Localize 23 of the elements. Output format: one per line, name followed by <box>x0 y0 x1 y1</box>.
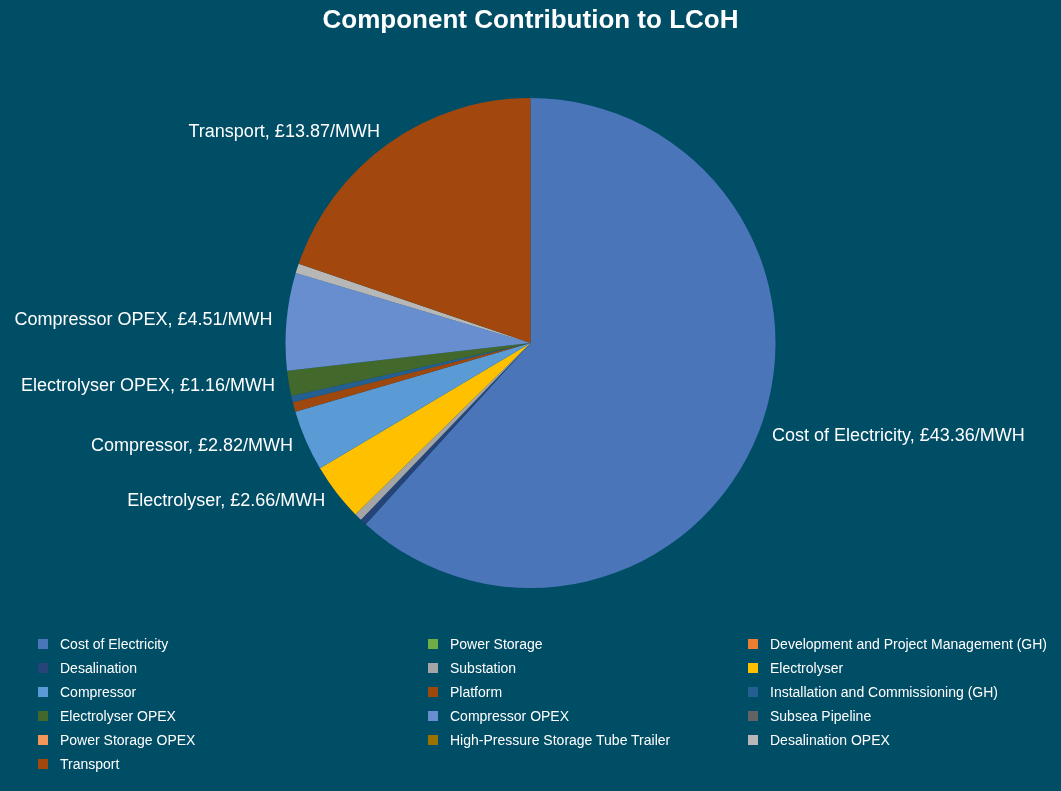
legend-label: Compressor <box>60 684 137 700</box>
legend-label: Substation <box>450 660 517 676</box>
data-label: Compressor, £2.82/MWH <box>90 435 294 456</box>
data-label: Electrolyser OPEX, £1.16/MWH <box>20 374 276 395</box>
legend-label: Cost of Electricity <box>60 636 169 652</box>
legend-label: Installation and Commissioning (GH) <box>770 684 998 700</box>
data-label: Transport, £13.87/MWH <box>188 121 380 142</box>
legend-label: Subsea Pipeline <box>770 708 872 724</box>
data-label: Cost of Electricity, £43.36/MWH <box>772 425 1025 446</box>
legend-label: Platform <box>450 684 503 700</box>
legend-label: Compressor OPEX <box>450 708 570 724</box>
legend-label: Development and Project Management (GH) <box>770 636 1048 652</box>
data-label: Compressor OPEX, £4.51/MWH <box>14 309 273 330</box>
legend-label: Transport <box>60 756 120 772</box>
data-label: Electrolyser, £2.66/MWH <box>127 489 326 510</box>
legend-label: High-Pressure Storage Tube Trailer <box>450 732 671 748</box>
legend-label: Power Storage OPEX <box>60 732 196 748</box>
chart-title: Component Contribution to LCoH <box>321 4 740 35</box>
legend-label: Desalination <box>60 660 138 676</box>
legend-label: Desalination OPEX <box>770 732 890 748</box>
legend-label: Electrolyser OPEX <box>60 708 176 724</box>
legend-label: Power Storage <box>450 636 543 652</box>
legend-label: Electrolyser <box>770 660 844 676</box>
